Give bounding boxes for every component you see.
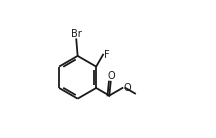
Text: Br: Br (71, 29, 82, 39)
Text: O: O (123, 83, 131, 93)
Text: O: O (108, 71, 115, 81)
Text: F: F (104, 50, 109, 60)
